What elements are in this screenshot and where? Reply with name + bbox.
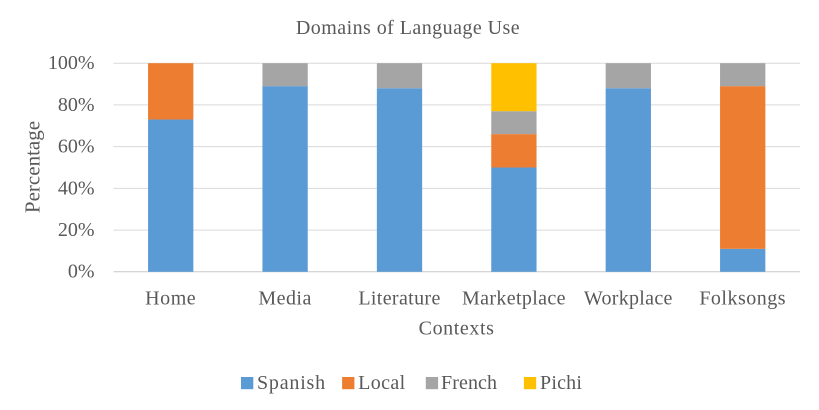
- svg-text:Local: Local: [358, 372, 406, 394]
- svg-text:Literature: Literature: [358, 287, 440, 309]
- svg-text:Spanish: Spanish: [257, 372, 326, 394]
- svg-text:Percentage: Percentage: [21, 121, 45, 213]
- svg-text:Pichi: Pichi: [540, 372, 582, 394]
- svg-text:60%: 60%: [58, 136, 95, 158]
- svg-text:0%: 0%: [68, 261, 95, 283]
- svg-text:Contexts: Contexts: [419, 318, 495, 340]
- svg-text:Domains of Language Use: Domains of Language Use: [296, 17, 520, 39]
- svg-text:Media: Media: [258, 287, 311, 309]
- svg-text:Workplace: Workplace: [584, 287, 673, 309]
- svg-text:French: French: [441, 372, 497, 394]
- svg-text:80%: 80%: [58, 94, 95, 116]
- svg-text:Marketplace: Marketplace: [462, 287, 566, 309]
- svg-text:Home: Home: [145, 287, 196, 309]
- svg-text:20%: 20%: [58, 219, 95, 241]
- svg-text:Folksongs: Folksongs: [699, 287, 786, 309]
- svg-text:100%: 100%: [48, 52, 95, 74]
- svg-text:40%: 40%: [58, 177, 95, 199]
